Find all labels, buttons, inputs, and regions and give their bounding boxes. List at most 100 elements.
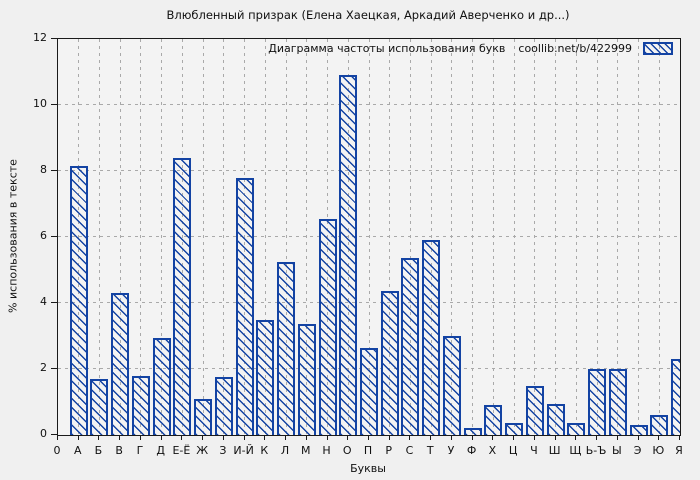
vertical-gridline: [555, 39, 557, 435]
y-tick-label: 4: [40, 295, 47, 308]
x-tick-mark: [637, 435, 639, 440]
vertical-gridline: [596, 39, 598, 435]
bar-Э: [629, 425, 648, 435]
x-tick-mark: [575, 435, 577, 440]
x-tick-label: К: [260, 444, 269, 457]
bar-Ф: [463, 428, 482, 435]
bar-Т: [422, 240, 441, 435]
x-tick-mark: [533, 435, 535, 440]
x-tick-mark: [222, 435, 224, 440]
x-tick-mark: [326, 435, 328, 440]
bar-К: [256, 319, 275, 435]
x-tick-mark: [57, 435, 58, 440]
x-tick-mark: [554, 435, 556, 440]
x-tick-label: Д: [156, 444, 165, 457]
bar-Ю: [650, 415, 669, 435]
legend-source-url: coollib.net/b/422999: [518, 42, 632, 55]
x-tick-label: Щ: [569, 444, 582, 457]
x-tick-label: П: [363, 444, 373, 457]
x-tick-mark: [471, 435, 473, 440]
bar-И-Й: [235, 177, 254, 435]
bar-Б: [90, 378, 109, 435]
x-tick-label: Ы: [611, 444, 622, 457]
x-tick-label: Ц: [508, 444, 518, 457]
vertical-gridline: [638, 39, 640, 435]
vertical-gridline: [161, 39, 163, 435]
x-tick-label: 0: [53, 444, 61, 457]
vertical-gridline: [223, 39, 225, 435]
x-tick-mark: [409, 435, 411, 440]
y-tick-mark: [51, 170, 57, 171]
x-tick-mark: [243, 435, 245, 440]
x-tick-mark: [160, 435, 162, 440]
bar-С: [401, 258, 420, 435]
x-tick-label: В: [115, 444, 123, 457]
x-tick-mark: [264, 435, 266, 440]
x-tick-mark: [119, 435, 121, 440]
vertical-gridline: [202, 39, 204, 435]
x-tick-label: Н: [322, 444, 331, 457]
y-tick-mark: [51, 38, 57, 39]
y-tick-label: 12: [33, 31, 47, 44]
bar-Г: [131, 375, 150, 435]
vertical-gridline: [575, 39, 577, 435]
x-tick-mark: [492, 435, 494, 440]
legend: Диаграмма частоты использования букв coo…: [268, 42, 673, 55]
bar-З: [214, 377, 233, 435]
x-tick-mark: [368, 435, 369, 440]
bar-Ж: [194, 398, 213, 435]
bar-П: [360, 347, 378, 435]
y-tick-label: 6: [40, 229, 47, 242]
vertical-gridline: [98, 39, 100, 435]
y-tick-label: 8: [40, 163, 47, 176]
x-tick-mark: [139, 435, 141, 440]
plot-area: Диаграмма частоты использования букв coo…: [57, 38, 681, 436]
vertical-gridline: [534, 39, 536, 435]
x-tick-label: Б: [94, 444, 103, 457]
bar-Х: [484, 405, 503, 435]
vertical-gridline: [368, 39, 370, 435]
y-tick-mark: [51, 368, 57, 369]
x-tick-label: Г: [136, 444, 144, 457]
bar-Ч: [525, 385, 544, 435]
y-tick-mark: [51, 236, 57, 237]
bar-У: [442, 336, 461, 435]
bar-Л: [277, 261, 296, 435]
x-tick-label: Ю: [652, 444, 665, 457]
x-tick-mark: [596, 435, 598, 440]
x-tick-mark: [305, 435, 307, 440]
x-tick-label: О: [342, 444, 352, 457]
y-tick-label: 10: [33, 97, 47, 110]
bar-Е-Ё: [173, 157, 192, 435]
bar-Ш: [546, 403, 565, 435]
x-tick-label: Ж: [196, 444, 209, 457]
bar-О: [339, 75, 358, 435]
bar-В: [111, 293, 130, 435]
x-tick-mark: [679, 435, 680, 440]
x-tick-mark: [450, 435, 452, 440]
bar-Н: [318, 218, 337, 435]
x-tick-label: С: [405, 444, 414, 457]
vertical-gridline: [306, 39, 308, 435]
bar-Р: [380, 291, 399, 435]
bar-Ц: [505, 423, 524, 435]
x-tick-label: Ч: [530, 444, 538, 457]
vertical-gridline: [513, 39, 515, 435]
vertical-gridline: [679, 39, 680, 435]
bar-Щ: [567, 423, 586, 435]
vertical-gridline: [409, 39, 411, 435]
x-tick-label: И-Й: [233, 444, 254, 457]
x-tick-label: З: [219, 444, 227, 457]
bar-Ы: [608, 369, 627, 435]
bar-А: [69, 166, 88, 435]
x-tick-label: Х: [488, 444, 497, 457]
x-tick-mark: [616, 435, 618, 440]
x-tick-label: Ф: [466, 444, 477, 457]
vertical-gridline: [430, 39, 432, 435]
x-tick-mark: [430, 435, 432, 440]
x-tick-mark: [513, 435, 515, 440]
vertical-gridline: [451, 39, 453, 435]
vertical-gridline: [492, 39, 494, 435]
bar-Ь-Ъ: [588, 369, 607, 435]
x-tick-mark: [202, 435, 204, 440]
